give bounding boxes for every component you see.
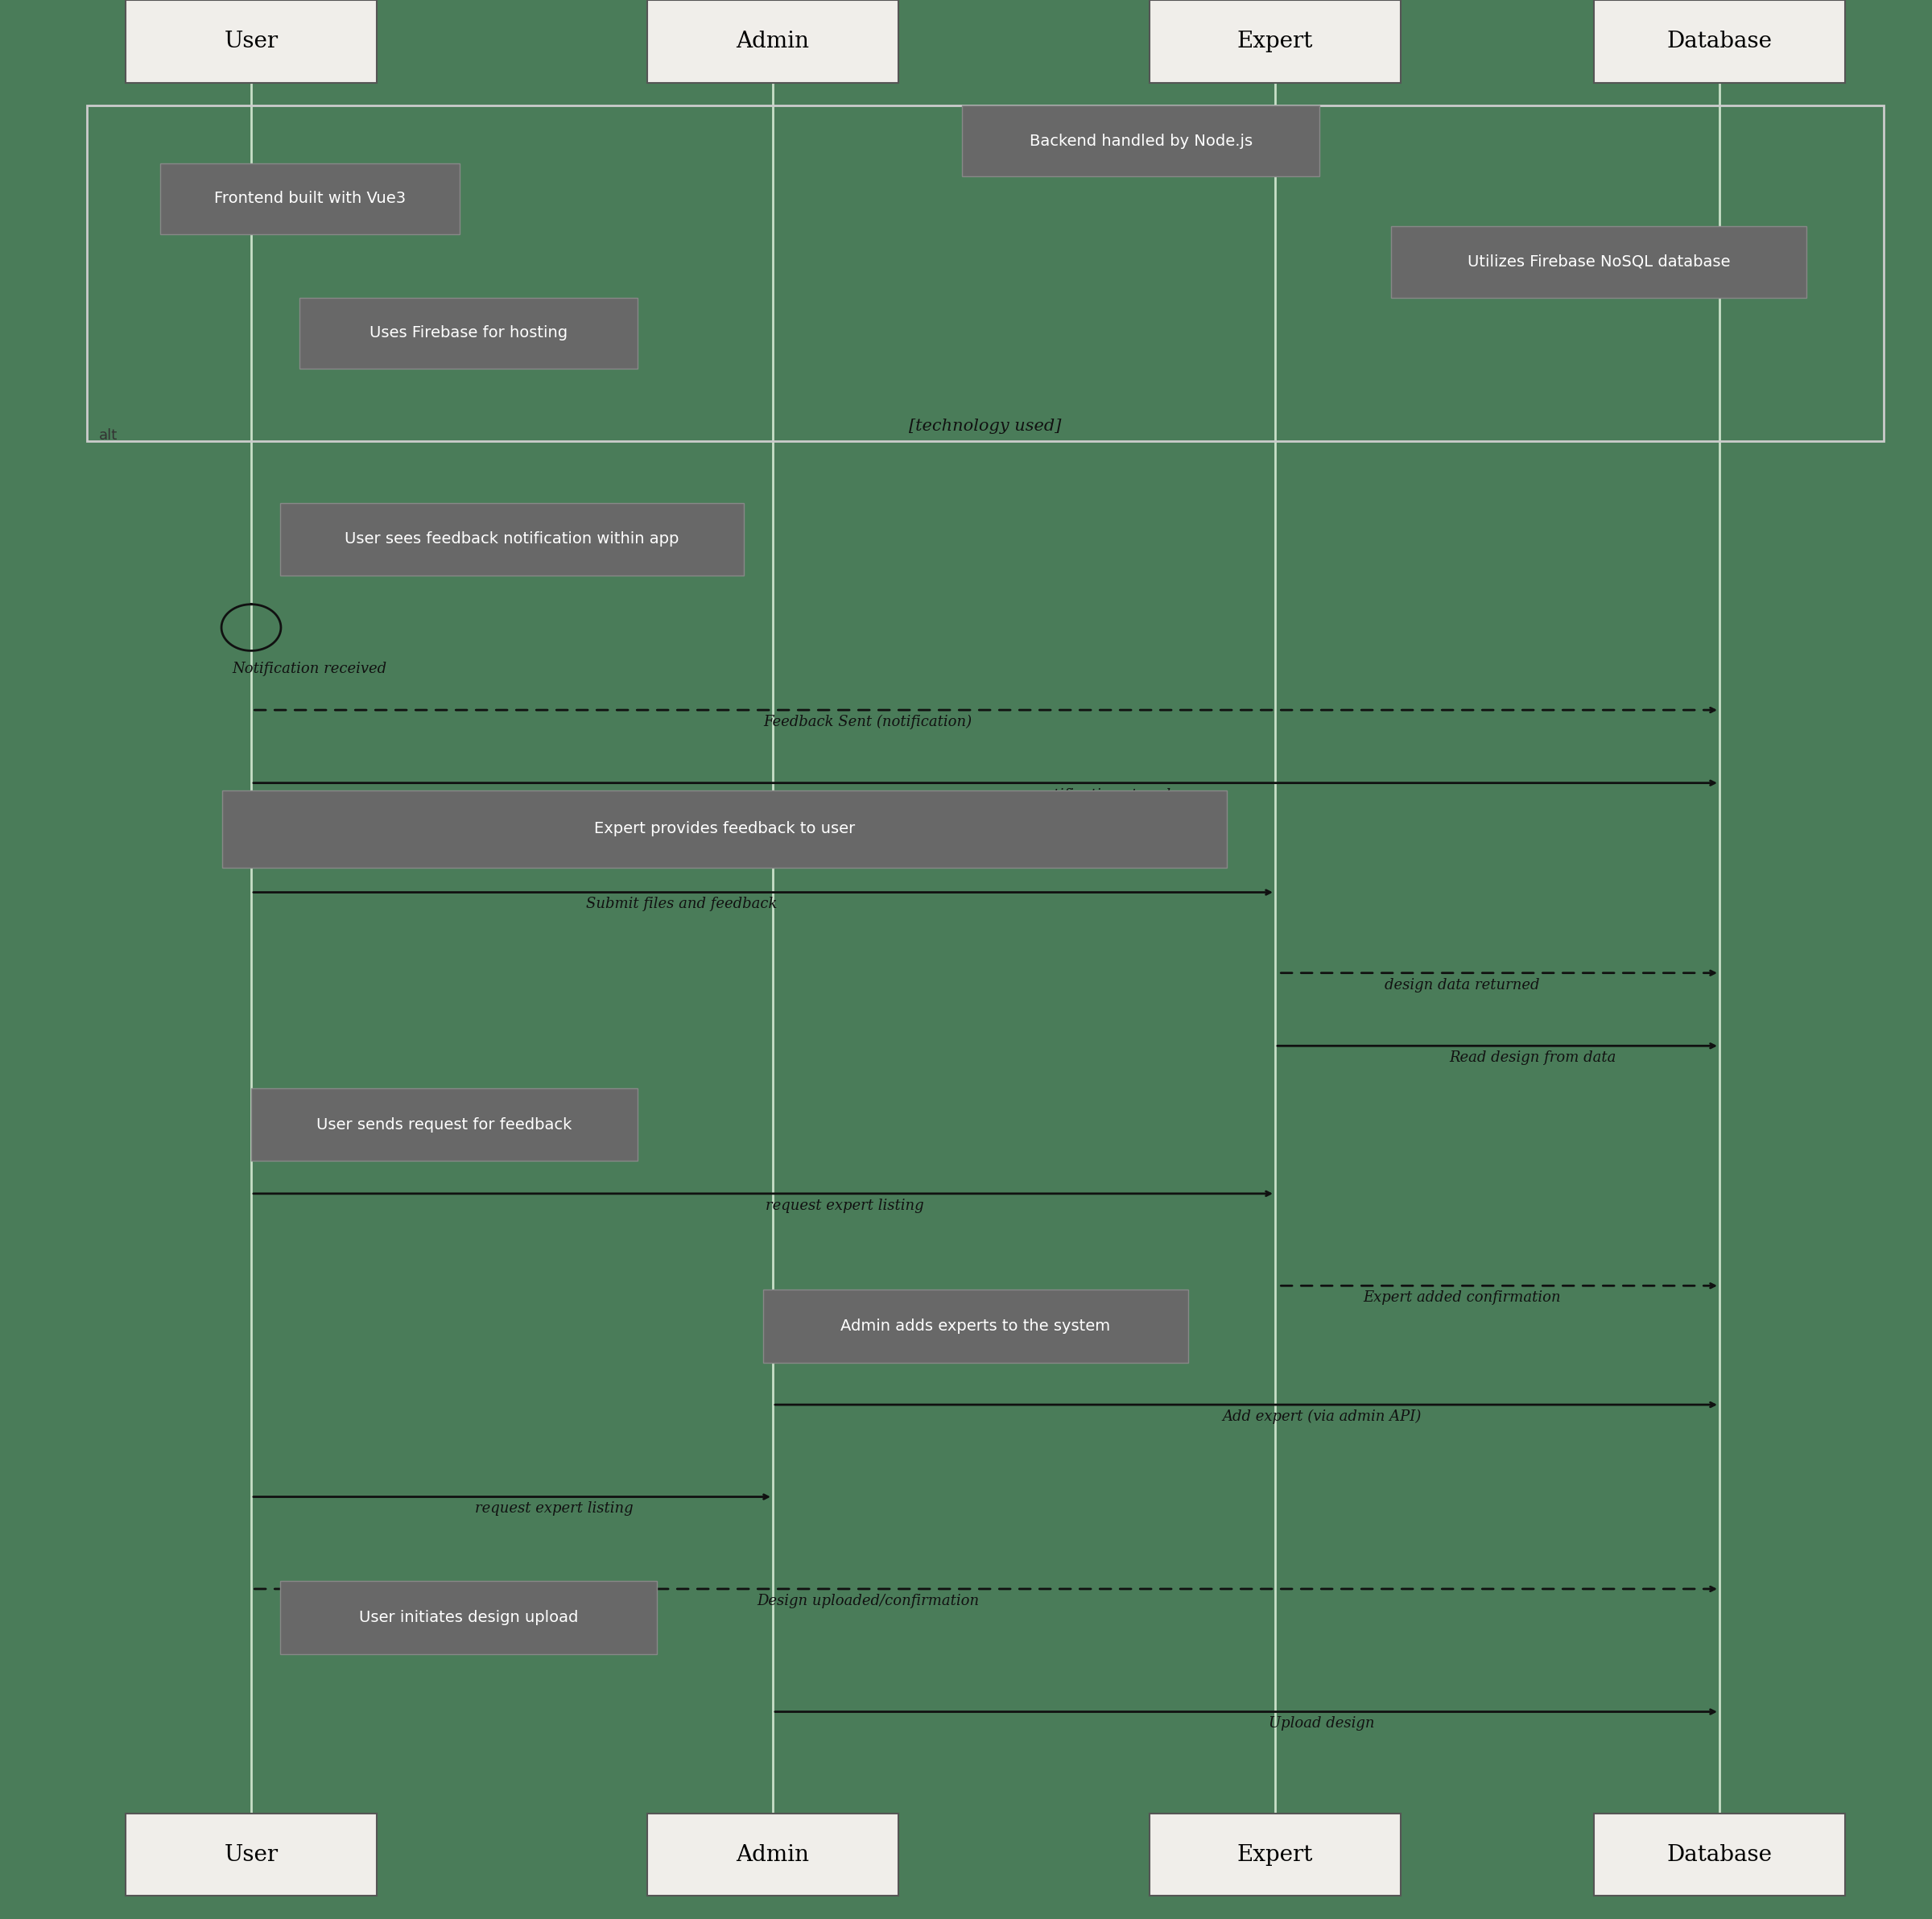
FancyBboxPatch shape bbox=[962, 106, 1320, 177]
Text: User: User bbox=[224, 31, 278, 52]
Text: Submit files and feedback: Submit files and feedback bbox=[585, 896, 777, 912]
Text: Expert provides feedback to user: Expert provides feedback to user bbox=[593, 821, 856, 837]
Text: Expert: Expert bbox=[1236, 31, 1314, 52]
FancyBboxPatch shape bbox=[280, 503, 744, 576]
Text: Read design from data: Read design from data bbox=[1449, 1050, 1617, 1065]
Text: Expert: Expert bbox=[1236, 1844, 1314, 1865]
Text: Database: Database bbox=[1667, 31, 1772, 52]
Text: Admin: Admin bbox=[736, 1844, 810, 1865]
FancyBboxPatch shape bbox=[647, 1813, 898, 1896]
Text: Feedback Sent (notification): Feedback Sent (notification) bbox=[763, 714, 972, 729]
Text: [technology used]: [technology used] bbox=[910, 418, 1061, 434]
Text: User initiates design upload: User initiates design upload bbox=[359, 1610, 578, 1625]
Text: request expert listing: request expert listing bbox=[475, 1501, 634, 1516]
Text: Upload design: Upload design bbox=[1269, 1716, 1376, 1731]
Text: Frontend built with Vue3: Frontend built with Vue3 bbox=[214, 192, 406, 205]
Text: User sends request for feedback: User sends request for feedback bbox=[317, 1117, 572, 1132]
Text: User: User bbox=[224, 1844, 278, 1865]
FancyBboxPatch shape bbox=[763, 1290, 1188, 1362]
FancyBboxPatch shape bbox=[1150, 1813, 1401, 1896]
FancyBboxPatch shape bbox=[126, 0, 377, 83]
Text: design data returned: design data returned bbox=[1383, 977, 1540, 992]
Text: Utilizes Firebase NoSQL database: Utilizes Firebase NoSQL database bbox=[1466, 255, 1731, 269]
FancyBboxPatch shape bbox=[1391, 226, 1806, 297]
Text: Add expert (via admin API): Add expert (via admin API) bbox=[1223, 1409, 1422, 1424]
FancyBboxPatch shape bbox=[1150, 0, 1401, 83]
Text: alt: alt bbox=[99, 428, 118, 443]
FancyBboxPatch shape bbox=[160, 163, 460, 234]
Text: Database: Database bbox=[1667, 1844, 1772, 1865]
Text: User sees feedback notification within app: User sees feedback notification within a… bbox=[344, 532, 680, 547]
Text: Admin adds experts to the system: Admin adds experts to the system bbox=[840, 1318, 1111, 1334]
Text: Uses Firebase for hosting: Uses Firebase for hosting bbox=[369, 326, 568, 340]
Text: Admin: Admin bbox=[736, 31, 810, 52]
FancyBboxPatch shape bbox=[1594, 0, 1845, 83]
Text: Expert added confirmation: Expert added confirmation bbox=[1362, 1290, 1561, 1305]
Text: request expert listing: request expert listing bbox=[765, 1197, 923, 1213]
FancyBboxPatch shape bbox=[222, 791, 1227, 867]
Text: Notification received: Notification received bbox=[232, 662, 386, 675]
FancyBboxPatch shape bbox=[280, 1581, 657, 1654]
FancyBboxPatch shape bbox=[299, 297, 638, 368]
FancyBboxPatch shape bbox=[126, 1813, 377, 1896]
FancyBboxPatch shape bbox=[251, 1088, 638, 1161]
FancyBboxPatch shape bbox=[1594, 1813, 1845, 1896]
Text: Design uploaded/confirmation: Design uploaded/confirmation bbox=[757, 1593, 980, 1608]
Text: Backend handled by Node.js: Backend handled by Node.js bbox=[1030, 134, 1252, 148]
FancyBboxPatch shape bbox=[647, 0, 898, 83]
Text: notification stored: notification stored bbox=[1036, 787, 1171, 802]
